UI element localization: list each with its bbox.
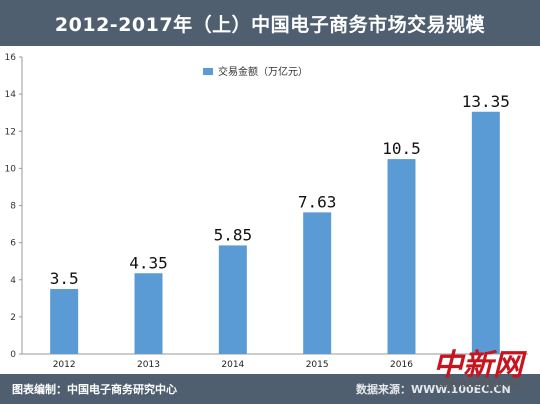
footer-bar: 图表编制：中国电子商务研究中心 数据来源：WWW.100EC.CN <box>0 374 540 404</box>
bar <box>387 159 416 354</box>
x-tick-label: 2016 <box>390 360 413 370</box>
x-tick-label: 2014 <box>221 360 244 370</box>
bar <box>303 212 332 354</box>
bar <box>471 111 500 355</box>
chinanews-watermark-logo: 中新网 Chinanews.com <box>418 340 538 400</box>
bar <box>218 245 247 354</box>
chart-title: 2012-2017年（上）中国电子商务市场交易规模 <box>54 13 486 36</box>
legend-swatch <box>203 68 213 75</box>
y-tick-label: 10 <box>5 164 17 174</box>
bar-value-label: 3.5 <box>50 269 79 288</box>
legend-label: 交易金额（万亿元） <box>218 65 308 78</box>
bar-value-label: 7.63 <box>298 192 337 211</box>
bar-value-label: 5.85 <box>214 225 253 244</box>
x-tick-label: 2015 <box>306 360 329 370</box>
watermark-chinese-text: 中新网 <box>433 348 523 383</box>
bar <box>134 273 163 354</box>
x-tick-label: 2013 <box>137 360 160 370</box>
title-bar: 2012-2017年（上）中国电子商务市场交易规模 <box>0 0 540 46</box>
y-tick-label: 12 <box>5 127 16 137</box>
y-tick-label: 0 <box>10 350 16 360</box>
y-tick-label: 6 <box>10 239 16 249</box>
y-tick-label: 14 <box>5 90 17 100</box>
y-tick-label: 16 <box>5 53 17 63</box>
data-source-credit: 数据来源：WWW.100EC.CN <box>356 383 511 396</box>
y-tick-label: 2 <box>10 313 16 323</box>
chart-source-credit: 图表编制：中国电子商务研究中心 <box>12 383 177 396</box>
bar-value-label: 10.5 <box>382 139 421 158</box>
y-tick-label: 4 <box>10 276 16 286</box>
watermark-english-text: Chinanews.com <box>436 378 520 390</box>
bar <box>50 289 79 354</box>
bar-value-label: 4.35 <box>129 253 168 272</box>
bar-chart: 0 2 4 6 8 10 12 14 16 3.5 2012 4.35 2013 5.85 2014 7.63… <box>5 53 528 370</box>
y-tick-label: 8 <box>10 202 16 212</box>
bar-value-label: 13.35 <box>462 92 510 111</box>
x-tick-label: 2012 <box>53 360 76 370</box>
